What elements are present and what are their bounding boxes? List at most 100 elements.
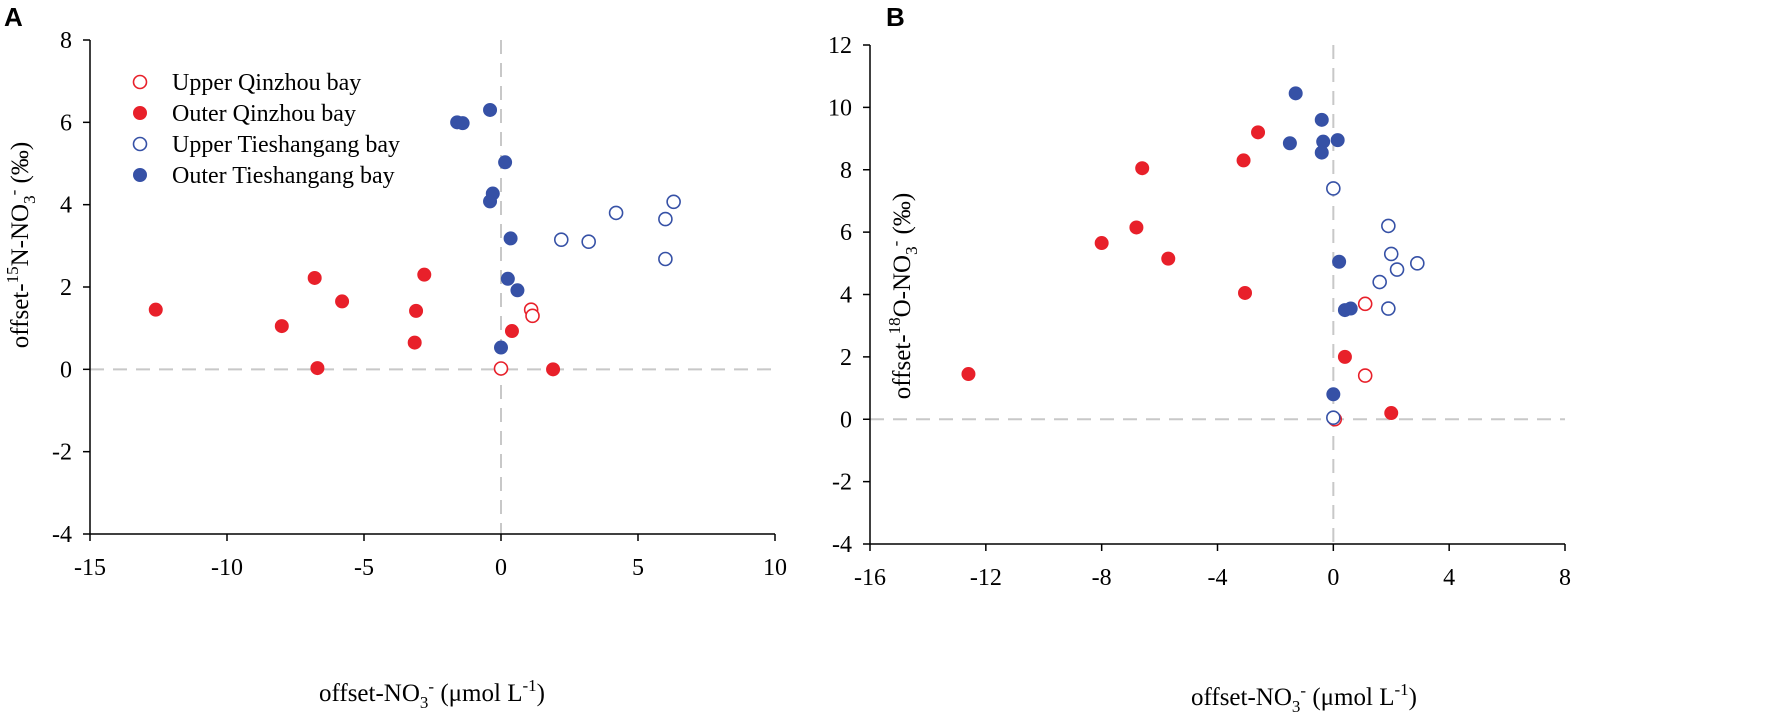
legend-marker-outer-tieshangang	[133, 168, 147, 182]
point-upper-tieshangang	[1389, 262, 1405, 277]
point-outer-tieshangang	[1288, 86, 1303, 101]
y-tick-label: 2	[840, 345, 852, 371]
point-outer-tieshangang	[1314, 145, 1329, 160]
x-tick-label: 8	[1559, 565, 1571, 591]
point-upper-tieshangang	[1326, 181, 1341, 196]
point-upper-qinzhou	[525, 308, 540, 324]
point-outer-tieshangang	[1326, 387, 1341, 402]
y-tick-label: -4	[52, 522, 72, 548]
legend-marker-outer-qinzhou	[133, 106, 147, 120]
axes-b	[869, 45, 1565, 545]
point-outer-qinzhou	[1236, 153, 1251, 168]
point-outer-qinzhou	[504, 324, 519, 339]
point-upper-qinzhou	[1357, 368, 1373, 383]
x-tick-label: 0	[495, 555, 507, 581]
point-outer-qinzhou	[961, 367, 976, 382]
x-axis-title-b: offset-NO3- (μmol L-1)	[1191, 680, 1417, 713]
x-tick-label: 4	[1443, 565, 1455, 591]
point-upper-tieshangang	[608, 205, 624, 221]
y-axis-title-b: offset-18O-NO3- (‰)	[885, 193, 921, 399]
point-outer-tieshangang	[483, 194, 498, 209]
y-tick-label: 4	[60, 193, 72, 219]
point-outer-tieshangang	[1330, 133, 1345, 148]
point-outer-qinzhou	[1129, 220, 1144, 235]
point-outer-tieshangang	[1282, 136, 1297, 151]
point-outer-qinzhou	[1251, 125, 1266, 140]
x-tick-label: -4	[1208, 565, 1228, 591]
x-tick-label: 10	[763, 555, 787, 581]
point-upper-tieshangang	[1381, 301, 1396, 316]
point-outer-qinzhou	[409, 303, 424, 318]
legend-label-upper-tieshangang: Upper Tieshangang bay	[172, 132, 400, 158]
zero-lines-a	[90, 40, 775, 534]
y-tick-label: 2	[60, 275, 72, 301]
point-outer-qinzhou	[148, 302, 163, 317]
ticks-b: -16 -12 -8 -4 0 4 8 -4 -2 0 2 4 6 8 10 12	[828, 33, 1571, 591]
y-tick-label: 12	[828, 33, 852, 59]
point-outer-qinzhou	[1238, 285, 1253, 300]
point-outer-qinzhou	[1135, 161, 1150, 176]
point-outer-qinzhou	[274, 319, 289, 334]
x-tick-label: -16	[854, 565, 886, 591]
point-outer-tieshangang	[503, 231, 518, 246]
point-outer-qinzhou	[546, 362, 561, 377]
point-outer-qinzhou	[307, 270, 322, 285]
zero-lines-b	[870, 45, 1565, 544]
legend-label-outer-qinzhou: Outer Qinzhou bay	[172, 101, 356, 127]
point-outer-qinzhou	[335, 294, 350, 309]
y-tick-label: 0	[60, 357, 72, 383]
point-outer-tieshangang	[510, 283, 525, 298]
point-upper-tieshangang	[1372, 274, 1387, 290]
legend-marker-upper-tieshangang	[132, 136, 148, 152]
point-outer-tieshangang	[483, 102, 498, 117]
point-upper-qinzhou	[1357, 296, 1373, 312]
y-tick-label: -4	[832, 532, 852, 558]
y-axis-title-a: offset-15N-NO3- (‰)	[3, 142, 39, 348]
point-outer-tieshangang	[500, 271, 515, 286]
point-upper-tieshangang	[553, 232, 569, 247]
legend-label-upper-qinzhou: Upper Qinzhou bay	[172, 70, 361, 96]
point-upper-tieshangang	[1383, 246, 1399, 262]
y-tick-label: -2	[832, 470, 852, 496]
point-outer-qinzhou	[1337, 349, 1352, 364]
panel-letter-a: A	[4, 2, 23, 32]
panel-a: A -15 -10 -5 0 5 10 -4 -2 0 2 4 6 8 Upper Qinzhou ba…	[3, 2, 787, 712]
point-outer-tieshangang	[1314, 112, 1329, 127]
point-outer-tieshangang	[1343, 301, 1358, 316]
point-upper-tieshangang	[581, 234, 596, 250]
points-b	[961, 86, 1425, 427]
y-tick-label: 6	[840, 220, 852, 246]
x-tick-label: 5	[632, 555, 644, 581]
x-tick-label: -10	[211, 555, 243, 581]
point-upper-qinzhou	[493, 361, 509, 376]
x-tick-label: -15	[74, 555, 106, 581]
x-tick-label: -5	[354, 555, 374, 581]
y-tick-label: 10	[828, 95, 852, 121]
y-tick-label: 8	[840, 158, 852, 184]
y-tick-label: 0	[840, 407, 852, 433]
x-tick-label: 0	[1327, 565, 1339, 591]
point-upper-tieshangang	[1326, 410, 1341, 425]
point-outer-tieshangang	[455, 116, 470, 131]
y-tick-label: 4	[840, 283, 852, 309]
point-upper-tieshangang	[666, 194, 681, 210]
point-outer-qinzhou	[407, 335, 422, 350]
y-tick-label: 8	[60, 28, 72, 54]
legend: Upper Qinzhou bay Outer Qinzhou bay Uppe…	[132, 70, 400, 189]
point-outer-qinzhou	[417, 267, 432, 282]
panel-letter-b: B	[886, 2, 905, 32]
point-outer-qinzhou	[1161, 251, 1176, 266]
point-outer-tieshangang	[1332, 254, 1347, 269]
point-outer-qinzhou	[1094, 236, 1109, 251]
panel-b: B -16 -12 -8 -4 0 4 8 -4 -2 0 2 4 6 8 10 12 offset-NO3-…	[828, 2, 1571, 713]
points-a	[148, 102, 681, 377]
y-tick-label: 6	[60, 110, 72, 136]
x-axis-title-a: offset-NO3- (μmol L-1)	[319, 676, 545, 712]
point-upper-tieshangang	[658, 251, 673, 267]
point-outer-tieshangang	[498, 155, 513, 170]
legend-marker-upper-qinzhou	[132, 74, 148, 90]
legend-label-outer-tieshangang: Outer Tieshangang bay	[172, 163, 395, 189]
point-upper-tieshangang	[658, 211, 673, 227]
y-tick-label: -2	[52, 440, 72, 466]
